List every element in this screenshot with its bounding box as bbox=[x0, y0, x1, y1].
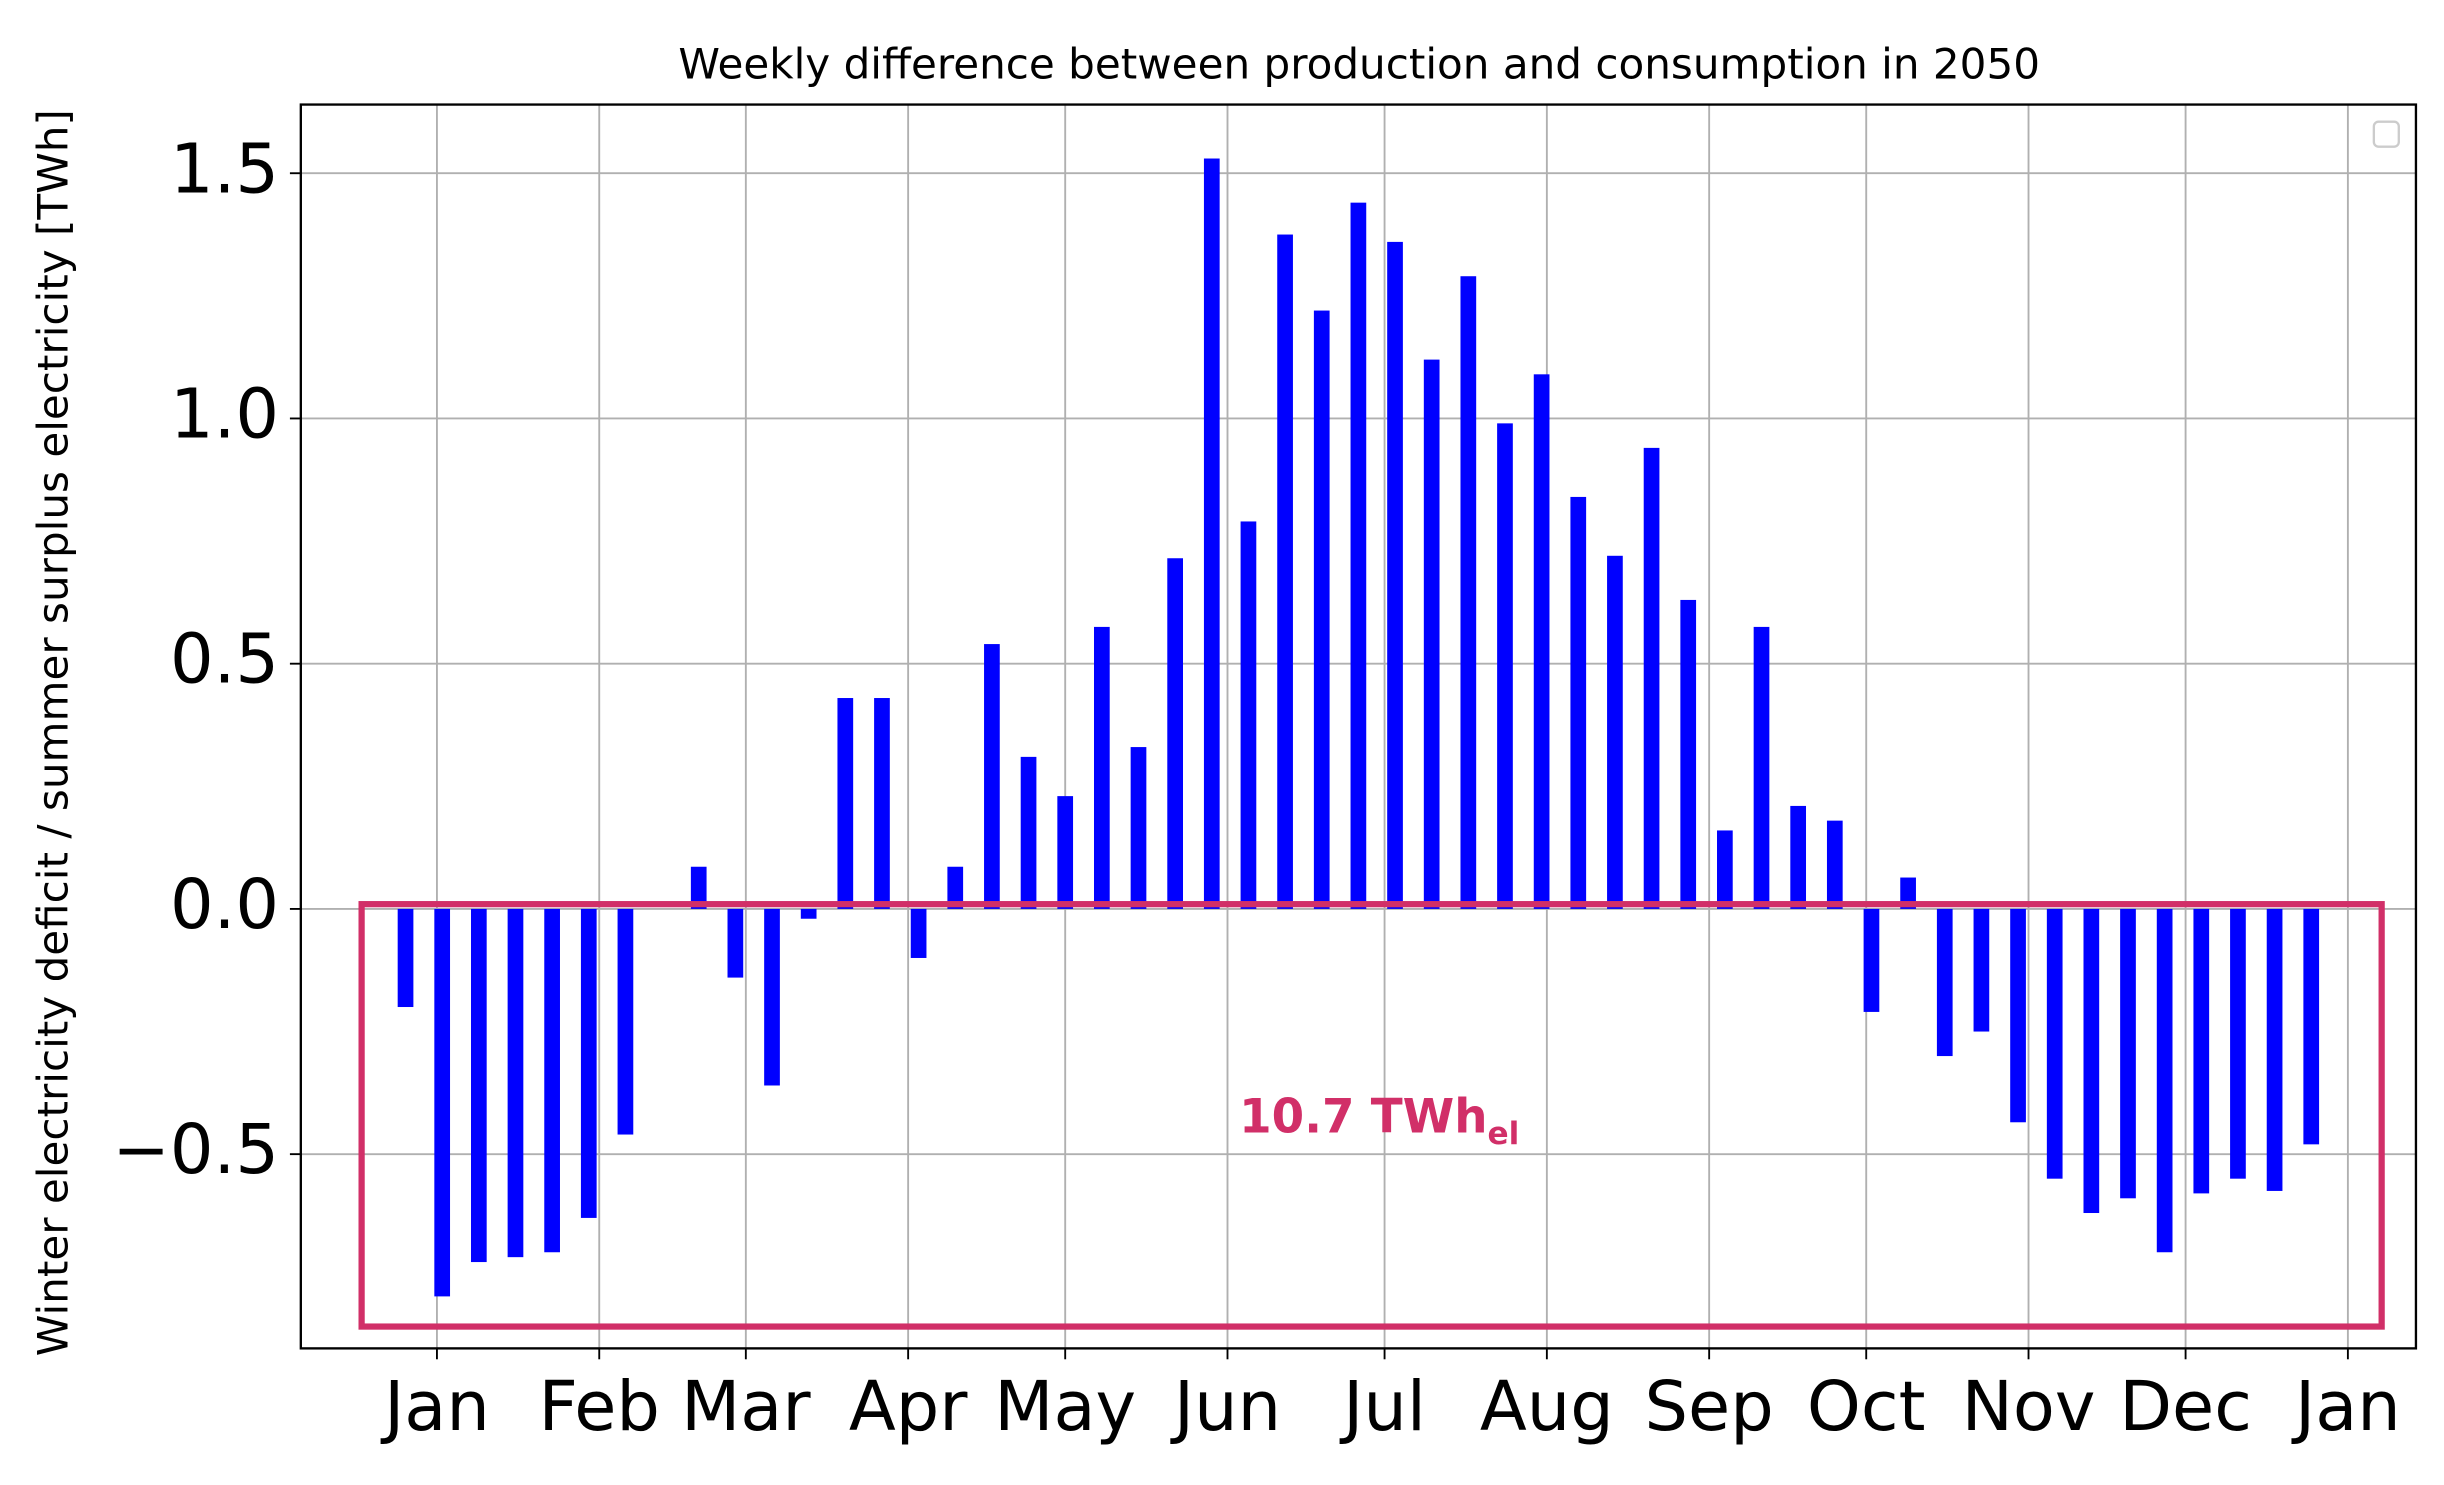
legend-box bbox=[2372, 120, 2400, 148]
bar bbox=[1936, 908, 1953, 1057]
bar bbox=[874, 698, 890, 909]
bar bbox=[1533, 374, 1550, 909]
bar bbox=[1423, 359, 1440, 909]
annotation-subscript: el bbox=[1488, 1116, 1520, 1152]
x-tick-label: Mar bbox=[681, 1367, 811, 1447]
x-tick-label: Jan bbox=[380, 1367, 490, 1447]
bar bbox=[1753, 626, 1770, 909]
bar bbox=[1057, 796, 1074, 909]
bar bbox=[2010, 908, 2026, 1123]
bar bbox=[397, 908, 414, 1008]
bar bbox=[1387, 241, 1403, 909]
bar bbox=[1826, 820, 1843, 909]
chart-title: Weekly difference between production and… bbox=[678, 40, 2040, 89]
bar bbox=[1863, 908, 1880, 1012]
bar bbox=[580, 908, 597, 1218]
x-tick-label: Feb bbox=[539, 1367, 660, 1447]
y-axis-label: Winter electricity deficit / summer surp… bbox=[29, 109, 78, 1356]
bar bbox=[1020, 756, 1037, 909]
bar bbox=[1643, 447, 1660, 909]
bar bbox=[470, 908, 487, 1263]
bar bbox=[2230, 908, 2246, 1179]
x-tick-label: Dec bbox=[2119, 1367, 2252, 1447]
x-tick-label: May bbox=[994, 1367, 1136, 1447]
bar bbox=[544, 908, 560, 1253]
bar bbox=[800, 908, 817, 919]
bar bbox=[1717, 830, 1733, 909]
bar bbox=[2083, 908, 2100, 1214]
y-tick-label: 1.5 bbox=[170, 129, 279, 209]
bar bbox=[1350, 202, 1367, 909]
y-tick-label: 1.0 bbox=[170, 374, 279, 454]
bar bbox=[764, 908, 780, 1086]
y-tick-label: 0.5 bbox=[170, 620, 279, 700]
x-tick-label: Jun bbox=[1170, 1367, 1281, 1447]
bar bbox=[910, 908, 927, 958]
bar bbox=[1680, 599, 1697, 909]
bar bbox=[1497, 423, 1513, 909]
x-tick-label: Jan bbox=[2291, 1367, 2401, 1447]
x-tick-label: Apr bbox=[849, 1367, 968, 1447]
bar bbox=[947, 866, 964, 909]
bar bbox=[434, 908, 451, 1297]
bar bbox=[1093, 626, 1110, 909]
bar bbox=[2303, 908, 2320, 1145]
annotation: 10.7 TWhel bbox=[1239, 1090, 1519, 1152]
bar bbox=[1460, 276, 1477, 909]
bar bbox=[617, 908, 634, 1135]
bar bbox=[727, 908, 744, 978]
bar bbox=[690, 866, 707, 909]
bar bbox=[1277, 234, 1293, 909]
bar bbox=[2193, 908, 2210, 1194]
bar bbox=[837, 698, 854, 909]
x-tick-label: Aug bbox=[1480, 1367, 1614, 1447]
bar bbox=[1313, 310, 1330, 909]
bar bbox=[1167, 558, 1183, 909]
x-tick-label: Nov bbox=[1962, 1367, 2096, 1447]
annotation-text: 10.7 TWh bbox=[1239, 1090, 1487, 1144]
x-tick-label: Oct bbox=[1807, 1367, 1926, 1447]
bar bbox=[2266, 908, 2283, 1191]
bar bbox=[1570, 496, 1587, 909]
bar bbox=[1203, 158, 1220, 909]
plot-frame bbox=[299, 103, 2418, 1350]
bar bbox=[1130, 747, 1147, 909]
bar bbox=[1790, 805, 1807, 909]
bar bbox=[1607, 555, 1623, 909]
bar bbox=[2046, 908, 2063, 1179]
bar bbox=[2120, 908, 2136, 1199]
bar bbox=[1973, 908, 1990, 1032]
y-tick-label: −0.5 bbox=[112, 1110, 279, 1190]
x-tick-label: Jul bbox=[1339, 1367, 1426, 1447]
bar bbox=[984, 644, 1000, 909]
bar bbox=[2156, 908, 2173, 1253]
bar bbox=[1240, 521, 1257, 909]
annotation-box bbox=[358, 901, 2385, 1330]
bar bbox=[507, 908, 524, 1258]
y-tick-label: 0.0 bbox=[170, 865, 279, 945]
x-tick-label: Sep bbox=[1645, 1367, 1774, 1447]
